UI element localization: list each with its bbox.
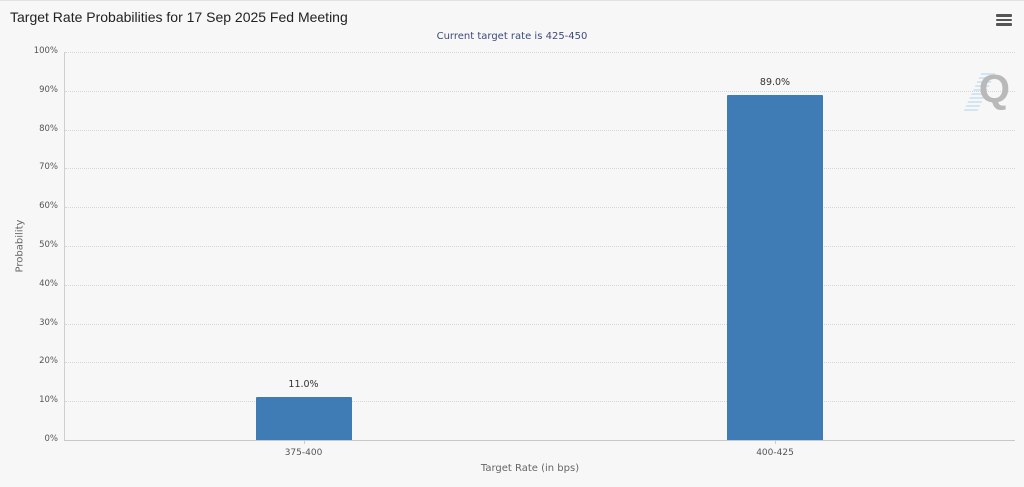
bar-375-400[interactable] (255, 397, 352, 440)
gridline (65, 52, 1015, 53)
x-tick-mark (775, 441, 776, 444)
bar-value-label: 11.0% (288, 379, 319, 391)
chart-title: Target Rate Probabilities for 17 Sep 202… (10, 9, 348, 25)
bar-400-425[interactable] (727, 94, 823, 440)
y-axis-line (64, 52, 65, 440)
hamburger-menu-icon[interactable] (996, 14, 1012, 27)
gridline (65, 246, 1015, 247)
y-tick-label: 20% (39, 356, 58, 367)
y-tick-label: 80% (39, 123, 58, 134)
y-tick-label: 60% (39, 201, 58, 212)
y-tick-label: 70% (39, 162, 58, 173)
y-tick-label: 30% (39, 317, 58, 328)
bar-value-label: 89.0% (759, 76, 791, 88)
gridline (65, 207, 1015, 209)
y-tick-label: 40% (39, 278, 58, 289)
y-tick-label: 100% (33, 46, 58, 56)
chart-subtitle: Current target rate is 425-450 (436, 31, 588, 42)
gridline (65, 90, 1015, 92)
x-tick-label: 375-400 (284, 448, 323, 458)
logo-watermark-icon: Q (962, 67, 1012, 115)
y-tick-label: 0% (44, 434, 59, 444)
x-axis-line (64, 440, 1015, 441)
y-tick-label: 10% (39, 395, 58, 406)
y-tick-label: 90% (39, 84, 58, 95)
gridline (65, 284, 1015, 286)
x-tick-label: 400-425 (756, 448, 794, 458)
gridline (65, 362, 1015, 364)
gridline (65, 168, 1015, 170)
gridline (65, 401, 1015, 403)
x-axis-title: Target Rate (in bps) (480, 463, 580, 474)
x-tick-mark (303, 441, 305, 444)
gridline (65, 323, 1015, 325)
y-tick-label: 50% (39, 240, 58, 250)
gridline (65, 129, 1015, 131)
